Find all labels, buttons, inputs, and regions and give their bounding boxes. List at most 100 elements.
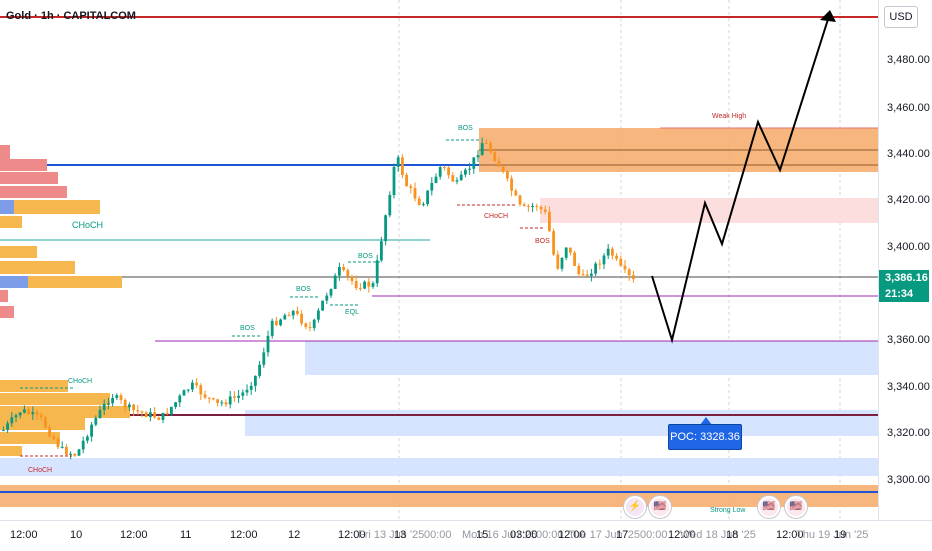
candle-body bbox=[480, 143, 484, 156]
choch-label-low-red: CHoCH bbox=[28, 467, 52, 474]
demand-zone-lower bbox=[0, 458, 878, 476]
candle-body bbox=[207, 397, 211, 399]
candle-body bbox=[18, 412, 22, 416]
candle-body bbox=[493, 152, 497, 162]
candle-body bbox=[598, 263, 602, 265]
price-tick: 3,400.00 bbox=[887, 241, 930, 253]
candle-body bbox=[359, 287, 362, 289]
candle-body bbox=[296, 310, 299, 314]
candle-body bbox=[317, 310, 320, 320]
candle-body bbox=[464, 169, 467, 175]
candle-body bbox=[333, 275, 337, 289]
time-tick: 12:00 bbox=[776, 529, 804, 541]
us-flag-event-icon[interactable]: 🇺🇸 bbox=[785, 496, 807, 518]
bar-countdown: 21:34 bbox=[885, 288, 914, 300]
price-tick: 3,320.00 bbox=[887, 427, 930, 439]
structure-markers bbox=[20, 139, 545, 457]
candle-body bbox=[86, 436, 89, 441]
candle-body bbox=[485, 143, 488, 145]
candle-body bbox=[468, 168, 471, 170]
candle-body bbox=[249, 385, 253, 390]
candle-body bbox=[510, 178, 513, 191]
price-chart[interactable]: Weak High Strong Low BOS CHoCH BOS BOS B… bbox=[0, 0, 878, 520]
candle-body bbox=[195, 382, 198, 386]
candle-body bbox=[115, 395, 119, 398]
us-flag-event-icon[interactable]: 🇺🇸 bbox=[758, 496, 780, 518]
time-tick: 12 bbox=[288, 529, 301, 541]
currency-selector[interactable]: USD bbox=[884, 6, 918, 28]
time-ghost-label: Thu 19 Jun '25 bbox=[796, 529, 869, 541]
candle-body bbox=[543, 209, 547, 212]
candle-body bbox=[552, 231, 555, 255]
candle-body bbox=[438, 167, 442, 177]
choch-label-left: CHoCH bbox=[72, 220, 103, 230]
candle-body bbox=[245, 389, 249, 393]
candle-body bbox=[451, 175, 455, 182]
candle-body bbox=[455, 180, 459, 182]
candle-body bbox=[266, 335, 270, 353]
candle-body bbox=[111, 397, 114, 404]
candle-body bbox=[35, 412, 39, 415]
time-tick: 12:00 bbox=[338, 529, 366, 541]
last-price-label: 3,386.16 21:34 bbox=[879, 270, 929, 302]
candle-body bbox=[27, 409, 30, 415]
candle-body bbox=[569, 247, 572, 253]
candle-body bbox=[615, 255, 618, 259]
candle-body bbox=[39, 414, 43, 418]
candle-body bbox=[392, 166, 396, 195]
candle-body bbox=[497, 161, 501, 167]
candle-body bbox=[342, 267, 345, 270]
lightning-event-icon[interactable]: ⚡ bbox=[624, 496, 646, 518]
price-axis[interactable]: 3,480.00 3,460.00 3,440.00 3,420.00 3,40… bbox=[878, 0, 932, 520]
candle-body bbox=[287, 315, 291, 317]
candle-body bbox=[170, 406, 173, 415]
candle-body bbox=[413, 187, 417, 199]
candle-body bbox=[501, 166, 505, 172]
candlestick-series bbox=[2, 137, 635, 460]
time-tick: 10 bbox=[70, 529, 83, 541]
candle-body bbox=[98, 409, 102, 419]
candle-body bbox=[2, 429, 5, 431]
candle-body bbox=[283, 315, 287, 320]
candle-body bbox=[10, 417, 14, 424]
candle-body bbox=[60, 446, 64, 448]
candle-body bbox=[325, 295, 329, 301]
time-tick: 03:00 bbox=[510, 529, 538, 541]
time-axis[interactable]: 12:00 10 12:00 11 12:00 12 12:00 Fri 13 … bbox=[0, 520, 932, 551]
candle-body bbox=[514, 190, 518, 196]
poc-marker bbox=[700, 417, 712, 425]
time-tick: 19 bbox=[834, 529, 847, 541]
candle-body bbox=[619, 258, 623, 266]
candle-body bbox=[216, 399, 219, 403]
volume-profile bbox=[0, 145, 130, 456]
time-ghost-label: 00:00 bbox=[536, 529, 564, 541]
candle-body bbox=[350, 276, 354, 282]
candle-body bbox=[107, 403, 110, 405]
candle-body bbox=[254, 375, 257, 386]
candle-body bbox=[224, 402, 228, 405]
time-tick: 12:00 bbox=[668, 529, 696, 541]
time-tick: 18 bbox=[726, 529, 739, 541]
price-tick: 3,420.00 bbox=[887, 194, 930, 206]
time-ghost-label: Fri 13 Jun '25 bbox=[358, 529, 425, 541]
time-ghost-label: Wed 18 Jun '25 bbox=[680, 529, 756, 541]
bos-label-top: BOS bbox=[458, 125, 473, 132]
candle-body bbox=[279, 319, 282, 326]
projection-path bbox=[651, 12, 831, 344]
candle-body bbox=[396, 157, 400, 167]
time-tick: 11 bbox=[180, 529, 192, 541]
candle-body bbox=[258, 364, 261, 376]
symbol-title[interactable]: Gold · 1h · CAPITALCOM bbox=[6, 10, 136, 22]
candle-body bbox=[632, 275, 635, 279]
candle-body bbox=[304, 323, 308, 328]
candle-body bbox=[270, 320, 274, 336]
projection-arrowhead bbox=[820, 10, 836, 22]
candle-body bbox=[300, 313, 303, 324]
candle-body bbox=[380, 241, 383, 261]
candle-body bbox=[535, 205, 539, 207]
us-flag-event-icon[interactable]: 🇺🇸 bbox=[649, 496, 671, 518]
candle-body bbox=[123, 399, 127, 408]
candle-body bbox=[447, 167, 450, 176]
demand-zone-upper bbox=[305, 341, 878, 375]
candle-body bbox=[560, 257, 564, 269]
